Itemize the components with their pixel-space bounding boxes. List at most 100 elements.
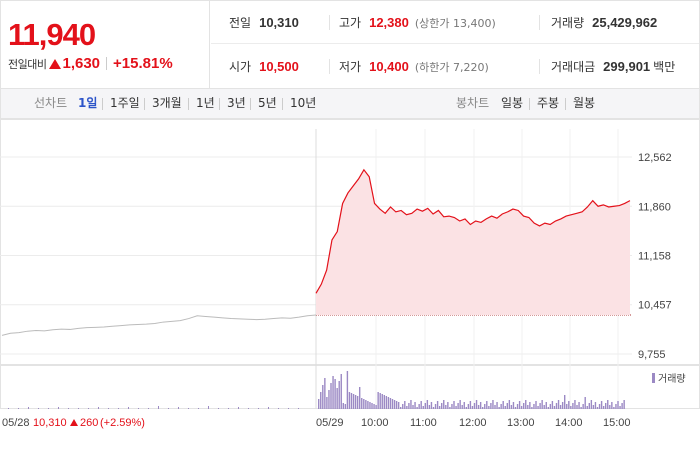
volume-bar	[288, 408, 289, 409]
amount-unit: 백만	[653, 60, 676, 74]
volume-bar	[88, 408, 89, 409]
prev-close-label: 전일	[229, 16, 252, 30]
volume-bar	[208, 406, 209, 409]
volume-bar	[391, 399, 394, 409]
volume-bar	[539, 403, 541, 409]
x-tick-label: 11:00	[410, 417, 437, 429]
volume-bar	[320, 392, 322, 409]
quote-header: 11,940 전일대비 1,630 +15.81% 전일 10,310 고가 1…	[0, 0, 700, 89]
today-price-line	[315, 168, 631, 294]
volume-bar	[463, 402, 465, 409]
tab-1-week[interactable]: 1주일	[110, 96, 140, 110]
volume-bar	[443, 400, 445, 409]
tab-daily-candle[interactable]: 일봉	[501, 96, 524, 110]
chart-tabs: 선차트 1일 1주일 3개월 1년 3년 5년 10년 봉차트 일봉 주봉 월봉	[0, 89, 700, 119]
volume-bar	[596, 407, 599, 409]
volume-bar	[8, 408, 9, 409]
volume-bar	[332, 376, 334, 409]
tab-3-months[interactable]: 3개월	[152, 96, 182, 110]
volume-bar	[365, 400, 367, 409]
volume-bar	[410, 400, 412, 409]
volume-bar	[488, 406, 490, 409]
tab-monthly-candle[interactable]: 월봉	[573, 96, 596, 110]
x-tick-label: 12:00	[459, 417, 487, 429]
volume-bar	[494, 405, 496, 409]
volume-bar	[430, 402, 433, 409]
volume-bar	[348, 392, 351, 409]
volume-bar	[498, 407, 500, 409]
y-tick-label: 10,457	[638, 300, 672, 312]
volume-bar	[557, 400, 560, 409]
volume-bar	[98, 407, 99, 409]
open-cell: 시가 10,500	[229, 45, 299, 88]
stats-row: 시가 10,500 저가 10,400 (하한가 7,220) 거래대금 299…	[211, 45, 699, 88]
volume-bar	[298, 408, 299, 409]
volume-bar	[346, 371, 349, 409]
volume-bar	[506, 403, 508, 409]
volume-bar	[445, 405, 447, 409]
volume-bar	[549, 404, 552, 409]
volume-label: 거래량	[551, 16, 585, 30]
volume-bar	[553, 406, 556, 409]
volume-bar	[461, 405, 463, 409]
volume-bar	[574, 400, 576, 409]
volume-bar	[447, 402, 449, 409]
volume-bar	[324, 378, 326, 409]
volume-bar	[619, 406, 621, 409]
volume-bar	[586, 406, 588, 409]
volume-bar	[381, 394, 383, 409]
low-cell: 저가 10,400 (하한가 7,220)	[339, 45, 489, 88]
volume-bar	[602, 406, 605, 409]
stats-row: 전일 10,310 고가 12,380 (상한가 13,400) 거래량 25,…	[211, 1, 699, 44]
volume-bar	[555, 403, 558, 409]
tab-1-year[interactable]: 1년	[196, 96, 215, 110]
tab-5-years[interactable]: 5년	[258, 96, 277, 110]
volume-bar	[344, 404, 347, 409]
previous-day-line	[1, 314, 317, 336]
volume-bar	[477, 405, 480, 409]
triangle-up-icon	[49, 58, 62, 69]
volume-bar	[594, 402, 597, 409]
volume-bar	[561, 402, 564, 409]
divider	[529, 98, 530, 110]
tab-3-years[interactable]: 3년	[227, 96, 246, 110]
line-chart-label: 선차트	[34, 96, 68, 110]
open-label: 시가	[229, 60, 252, 74]
volume-bar	[570, 406, 572, 409]
volume-bar	[510, 405, 513, 409]
volume-bar	[387, 397, 390, 409]
x-tick-label: 13:00	[507, 417, 535, 429]
divider	[565, 98, 566, 110]
volume-bar	[576, 405, 578, 409]
volume-bar	[406, 406, 408, 409]
divider	[250, 98, 251, 110]
volume-bar	[514, 407, 517, 409]
tab-1-day[interactable]: 1일	[78, 96, 98, 110]
volume-bar	[617, 401, 619, 409]
volume-bar	[412, 405, 414, 409]
volume-bar	[258, 408, 259, 409]
volume-bar	[541, 400, 543, 409]
volume-bar	[611, 402, 613, 409]
volume-bar	[605, 403, 607, 409]
volume-bar	[588, 403, 590, 409]
change-label: 전일대비	[8, 57, 47, 71]
volume-bar	[128, 407, 129, 409]
volume-bar	[385, 396, 388, 409]
volume-bar	[564, 395, 566, 409]
tab-10-years[interactable]: 10년	[290, 96, 317, 110]
volume-bar	[457, 403, 459, 409]
volume-bar	[482, 407, 484, 409]
volume-bar	[138, 408, 139, 409]
volume-bar	[449, 407, 451, 409]
volume-bar	[490, 403, 492, 409]
volume-bar	[338, 381, 340, 409]
volume-bar	[527, 405, 529, 409]
volume-bar	[607, 400, 609, 409]
volume-bar	[529, 402, 531, 409]
y-tick-label: 12,562	[638, 152, 672, 164]
tab-weekly-candle[interactable]: 주봉	[537, 96, 560, 110]
volume-bar	[178, 407, 179, 409]
volume-bar	[598, 404, 601, 409]
divider	[282, 98, 283, 110]
